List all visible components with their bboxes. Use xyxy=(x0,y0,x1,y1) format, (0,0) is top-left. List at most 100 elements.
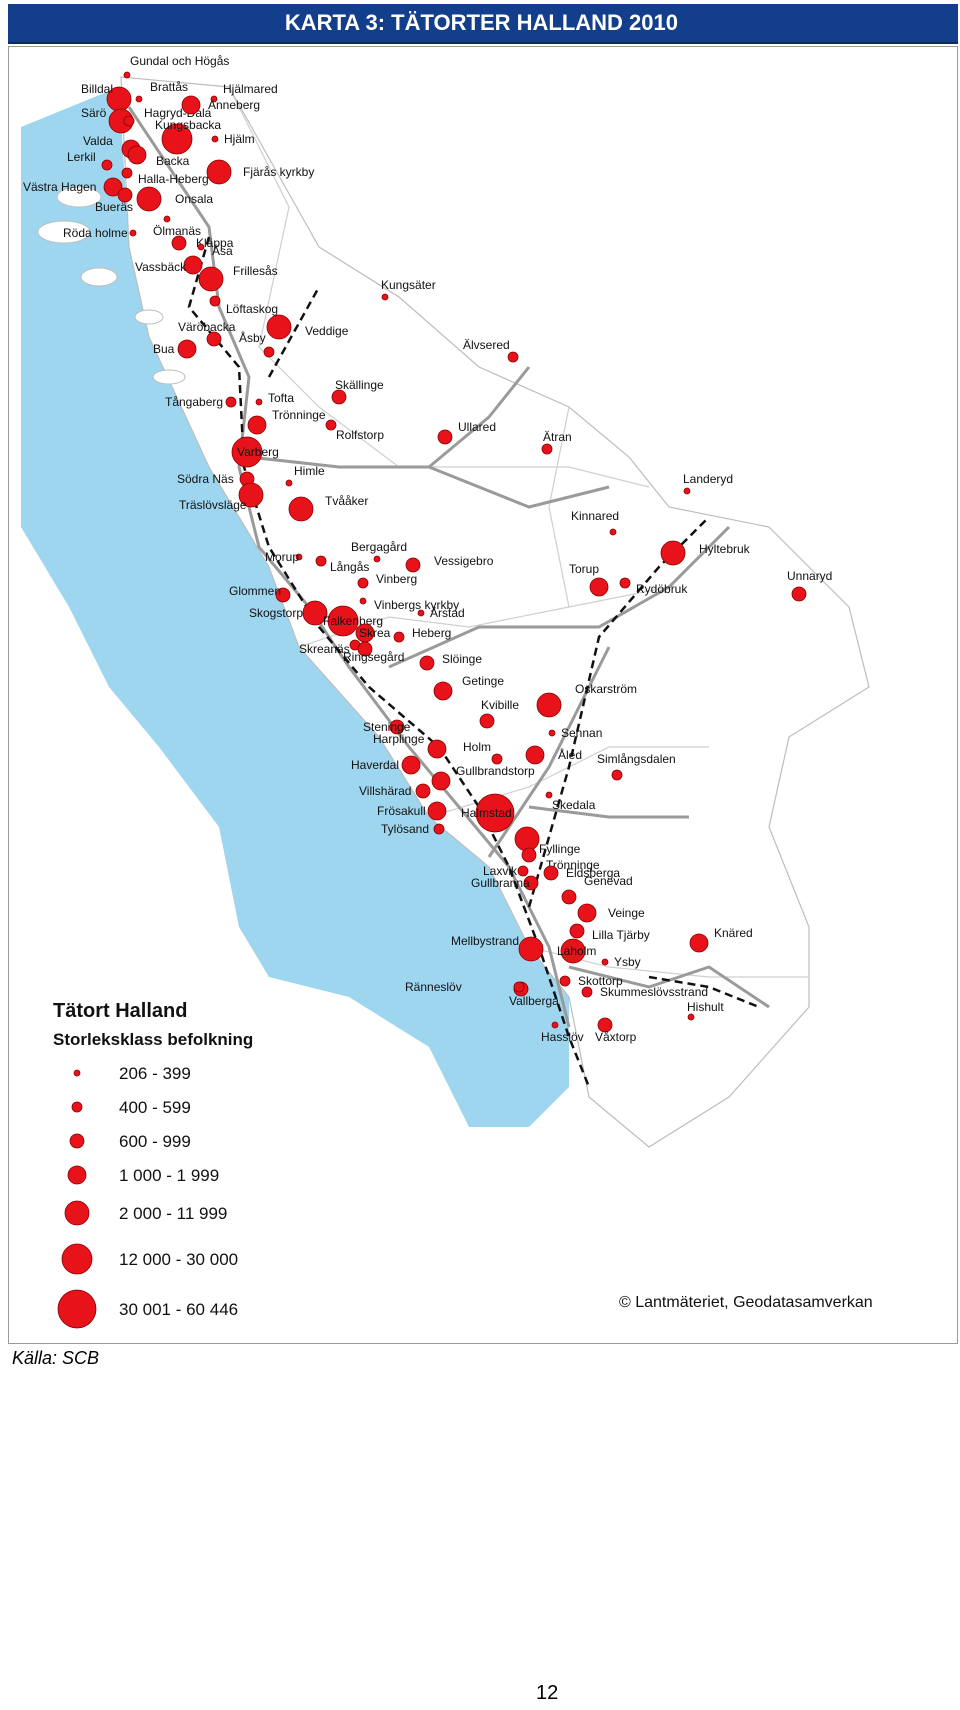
place-dot[interactable] xyxy=(427,801,447,821)
place-dot[interactable] xyxy=(433,823,445,835)
place-dot[interactable] xyxy=(206,331,222,347)
place-marker[interactable]: Åled xyxy=(525,745,582,765)
place-marker[interactable]: Genevad xyxy=(561,874,633,905)
place-dot[interactable] xyxy=(581,986,593,998)
place-dot[interactable] xyxy=(518,936,544,962)
place-dot[interactable] xyxy=(541,443,553,455)
place-marker[interactable]: Anneberg xyxy=(181,95,260,115)
place-dot[interactable] xyxy=(373,555,381,563)
place-dot[interactable] xyxy=(514,826,540,852)
place-dot[interactable] xyxy=(302,600,328,626)
place-marker[interactable]: Skällinge xyxy=(331,378,384,405)
place-marker[interactable]: Veddige xyxy=(266,314,349,340)
place-dot[interactable] xyxy=(198,266,224,292)
place-dot[interactable] xyxy=(101,159,113,171)
place-marker[interactable]: Sennan xyxy=(548,726,602,740)
place-marker[interactable]: Väröbacka xyxy=(178,320,236,347)
place-dot[interactable] xyxy=(171,235,187,251)
place-dot[interactable] xyxy=(211,135,219,143)
place-dot[interactable] xyxy=(611,769,623,781)
place-marker[interactable]: Haverdal xyxy=(351,755,421,775)
place-dot[interactable] xyxy=(417,609,425,617)
place-dot[interactable] xyxy=(121,167,133,179)
place-dot[interactable] xyxy=(437,429,453,445)
place-dot[interactable] xyxy=(231,436,263,468)
place-marker[interactable]: Simlångsdalen xyxy=(597,752,676,781)
place-marker[interactable]: Kinnared xyxy=(571,509,619,536)
place-marker[interactable]: Glommen xyxy=(229,584,291,603)
place-marker[interactable]: Kvibille xyxy=(479,698,519,729)
place-dot[interactable] xyxy=(389,719,405,735)
place-marker[interactable]: Heberg xyxy=(393,626,451,643)
place-dot[interactable] xyxy=(288,496,314,522)
place-marker[interactable]: Ullared xyxy=(437,420,496,445)
place-marker[interactable]: Veinge xyxy=(577,903,645,923)
place-marker[interactable]: Ätran xyxy=(541,430,572,455)
place-marker[interactable]: Ränneslöv xyxy=(405,980,525,994)
place-marker[interactable]: Unnaryd xyxy=(787,569,832,602)
place-dot[interactable] xyxy=(275,587,291,603)
place-marker[interactable]: Röda holme xyxy=(63,226,137,240)
place-marker[interactable]: Gundal och Högås xyxy=(123,54,229,79)
place-marker[interactable]: Fjärås kyrkby xyxy=(206,159,314,185)
place-marker[interactable]: Bua xyxy=(153,339,197,359)
place-marker[interactable]: Skedala xyxy=(545,791,596,812)
place-marker[interactable]: Skottorp xyxy=(559,974,623,988)
place-marker[interactable]: Långås xyxy=(315,555,369,574)
place-marker[interactable]: Villshärad xyxy=(359,783,431,799)
place-dot[interactable] xyxy=(401,755,421,775)
place-dot[interactable] xyxy=(266,314,292,340)
place-marker[interactable]: Hishult xyxy=(687,1000,724,1021)
place-dot[interactable] xyxy=(660,540,686,566)
place-marker[interactable]: Rydöbruk xyxy=(619,577,688,596)
place-marker[interactable]: Rolfstorp xyxy=(325,419,384,442)
place-marker[interactable]: Landeryd xyxy=(683,472,733,495)
place-dot[interactable] xyxy=(117,187,133,203)
place-marker[interactable]: Tylösand xyxy=(381,822,445,836)
place-marker[interactable]: Ringsegård xyxy=(343,641,404,664)
place-dot[interactable] xyxy=(577,903,597,923)
place-marker[interactable]: Skrea xyxy=(355,623,391,643)
place-dot[interactable] xyxy=(327,605,359,637)
place-dot[interactable] xyxy=(433,681,453,701)
place-dot[interactable] xyxy=(315,555,327,567)
place-marker[interactable]: Himle xyxy=(285,464,325,487)
place-marker[interactable]: Holm xyxy=(463,740,503,765)
place-dot[interactable] xyxy=(560,938,586,964)
place-marker[interactable]: Billdal xyxy=(81,82,132,112)
place-dot[interactable] xyxy=(255,398,263,406)
place-dot[interactable] xyxy=(683,487,691,495)
place-marker[interactable]: Gullbranna xyxy=(471,875,539,891)
place-dot[interactable] xyxy=(551,1021,559,1029)
place-marker[interactable]: Morup xyxy=(265,550,303,564)
place-marker[interactable]: Kungsäter xyxy=(381,278,436,301)
place-marker[interactable]: Åsa xyxy=(197,243,233,258)
place-marker[interactable]: Vinbergs kyrkby xyxy=(359,597,459,612)
place-marker[interactable]: Gullbrandstorp xyxy=(431,764,535,791)
place-marker[interactable]: Skreanäs xyxy=(299,639,361,656)
place-marker[interactable]: Laholm xyxy=(557,938,596,964)
place-marker[interactable]: Onsala xyxy=(136,186,213,212)
place-marker[interactable]: Tångaberg xyxy=(165,395,237,409)
place-dot[interactable] xyxy=(325,419,337,431)
place-marker[interactable]: Trönninge xyxy=(247,408,326,435)
place-marker[interactable]: Halmstad xyxy=(461,793,515,833)
place-dot[interactable] xyxy=(536,692,562,718)
place-dot[interactable] xyxy=(197,243,205,251)
place-dot[interactable] xyxy=(285,479,293,487)
place-marker[interactable]: Getinge xyxy=(433,674,504,701)
place-dot[interactable] xyxy=(619,577,631,589)
place-dot[interactable] xyxy=(177,339,197,359)
place-marker[interactable]: Skogstorp xyxy=(249,600,328,626)
place-marker[interactable]: Lilla Tjärby xyxy=(569,923,650,942)
place-dot[interactable] xyxy=(569,923,585,939)
place-dot[interactable] xyxy=(181,95,201,115)
place-marker[interactable]: Hasslöv xyxy=(541,1021,584,1044)
place-dot[interactable] xyxy=(513,981,525,993)
place-marker[interactable]: Mellbystrand xyxy=(451,934,544,962)
place-dot[interactable] xyxy=(559,975,571,987)
place-dot[interactable] xyxy=(427,739,447,759)
place-marker[interactable]: Frillesås xyxy=(198,264,278,292)
place-marker[interactable]: Hjälmared xyxy=(210,82,278,103)
place-marker[interactable]: Varberg xyxy=(231,436,279,468)
